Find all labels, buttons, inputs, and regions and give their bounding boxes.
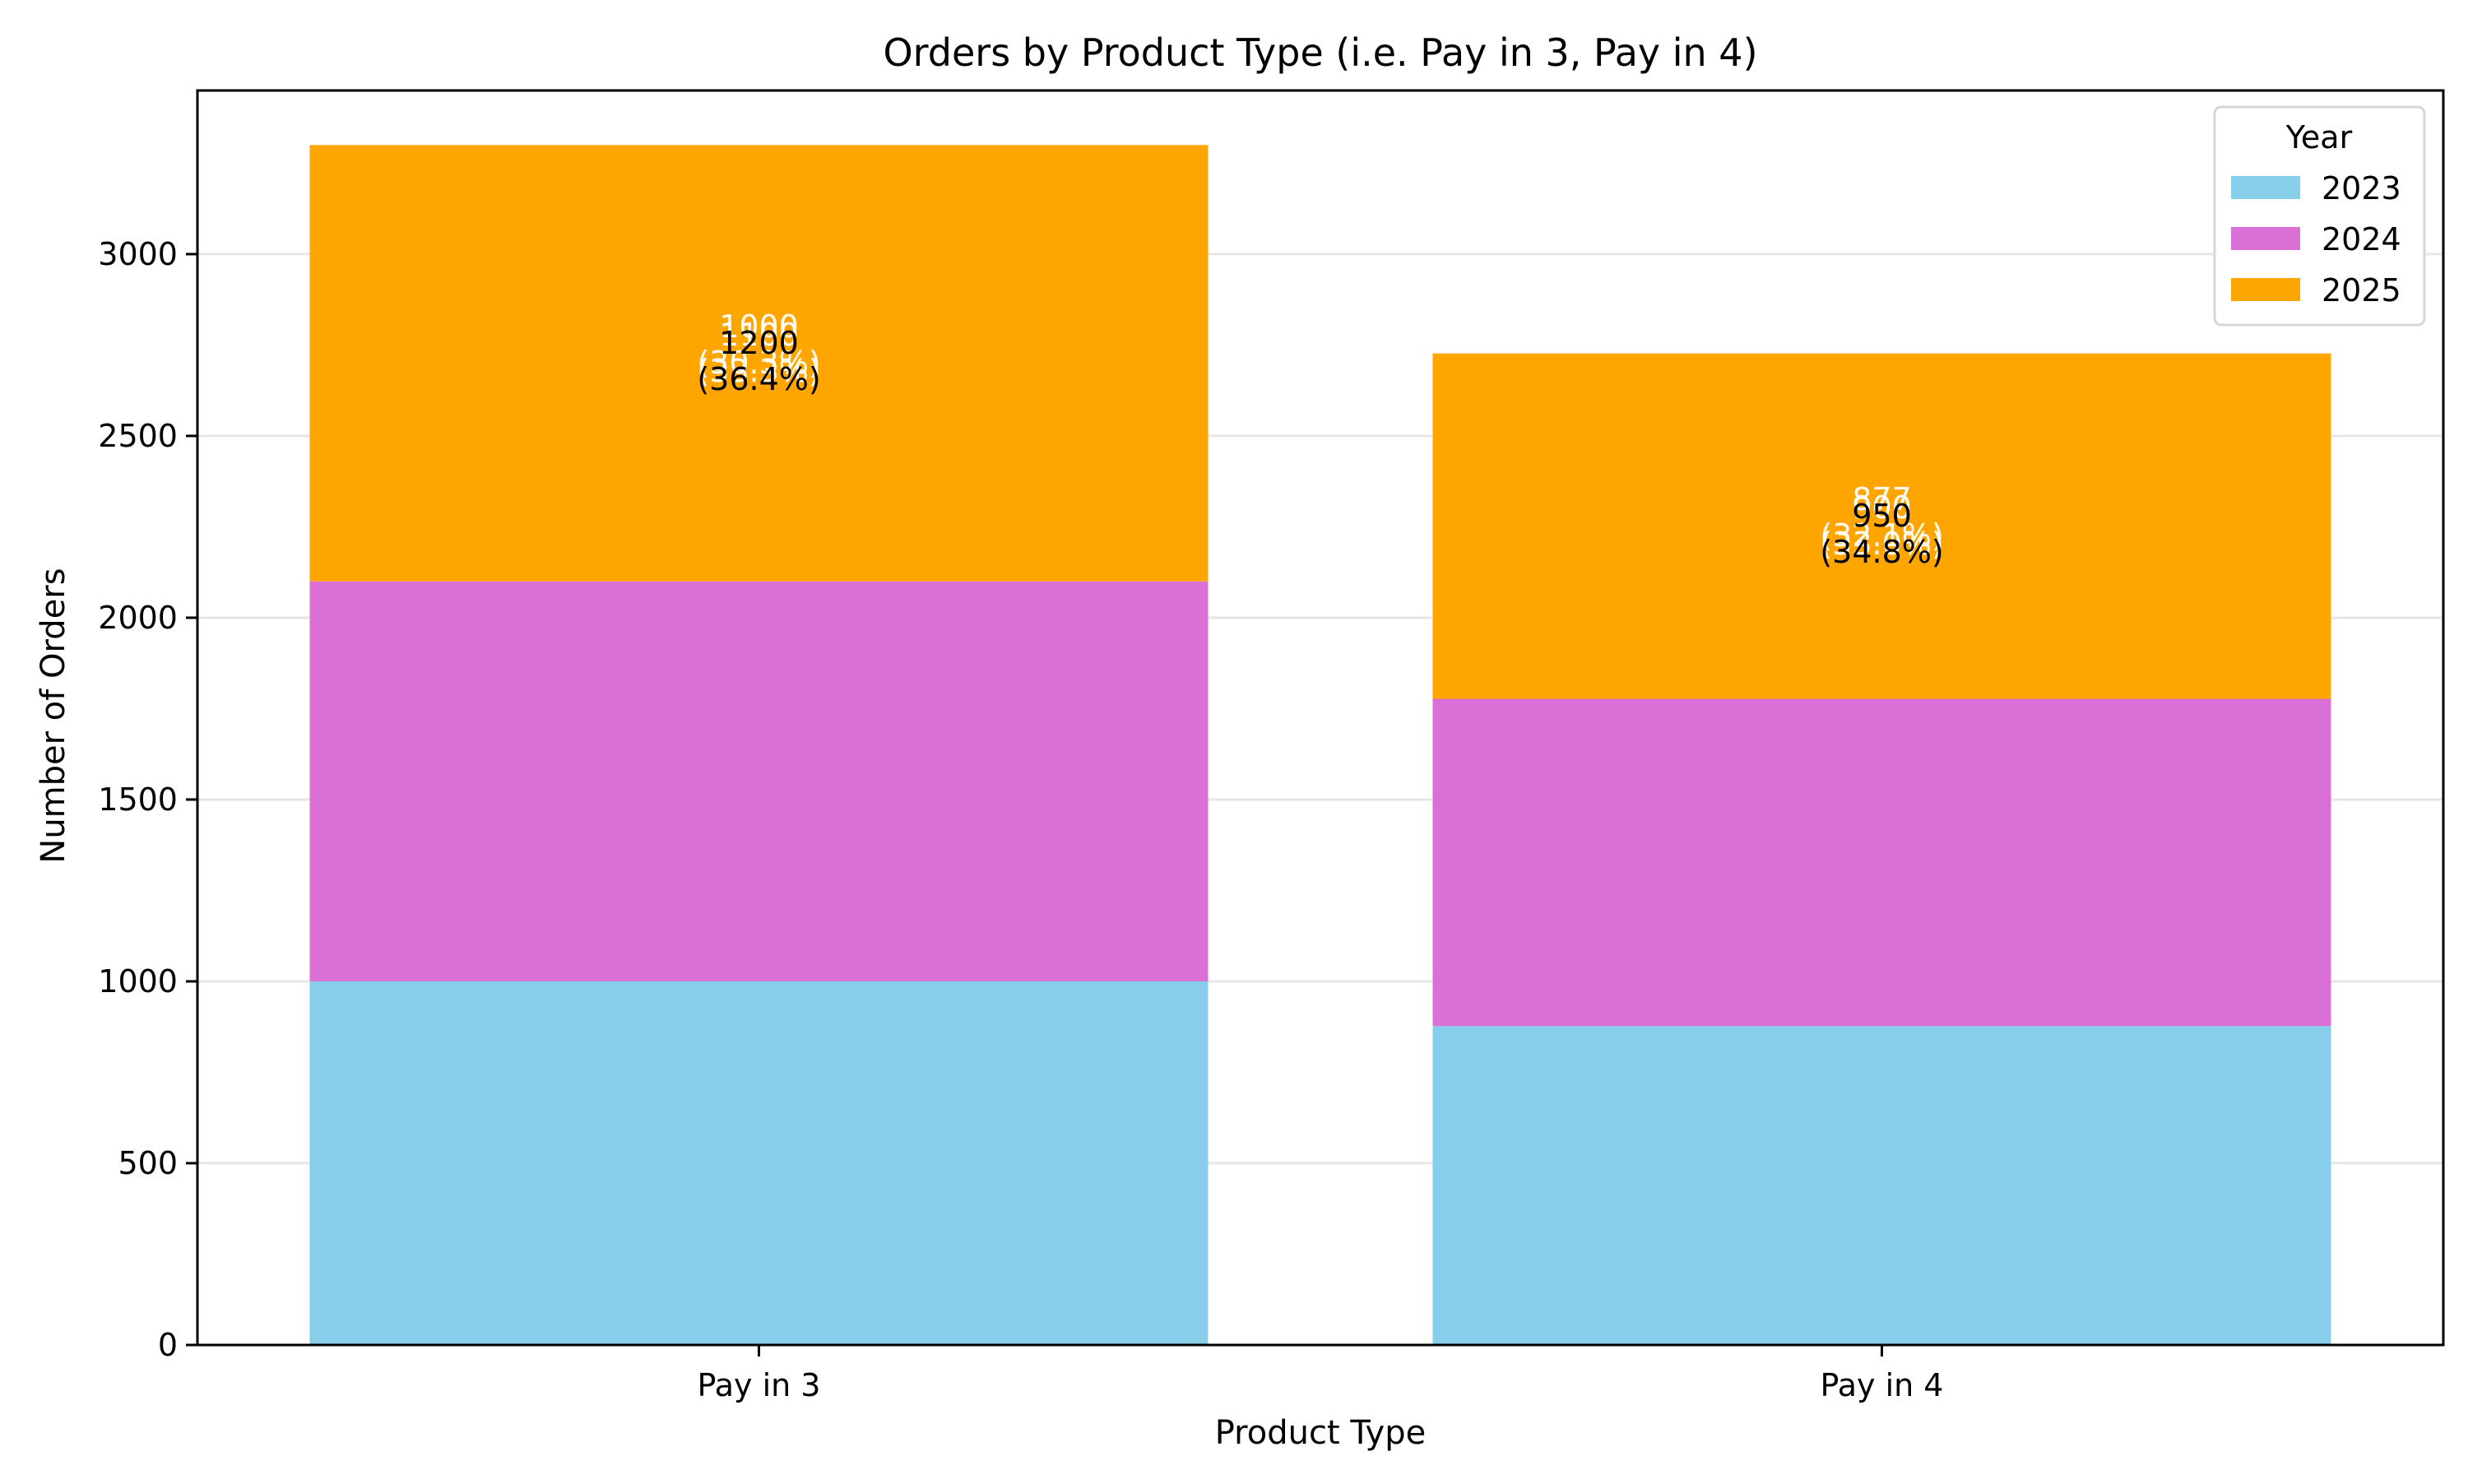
data-label: (34.8%)	[1820, 534, 1943, 570]
legend: Year 2023 2024 2025	[2213, 105, 2426, 327]
bar-segment-2024-pay-in-3	[309, 581, 1208, 981]
legend-frame	[2213, 105, 2426, 327]
data-label: 1200	[719, 325, 799, 361]
y-axis-label: Number of Orders	[35, 568, 72, 863]
data-label: (36.4%)	[697, 361, 820, 397]
legend-label-2024: 2024	[2322, 221, 2401, 257]
y-tick-label: 0	[158, 1327, 178, 1363]
y-tick-label: 2500	[98, 418, 178, 454]
plot-frame	[196, 89, 2445, 1347]
data-label: (33.3%)	[697, 353, 820, 389]
x-tick-label: Pay in 3	[698, 1367, 821, 1403]
axes-layer: 0 500 1000 1500 2000 2500 3000 Pay in 3 Pay in 4	[98, 89, 2445, 1403]
legend-swatch-2025	[2231, 278, 2300, 301]
y-tick-label: 3000	[98, 236, 178, 272]
y-tick-label: 500	[118, 1145, 178, 1181]
legend-label-2023: 2023	[2322, 170, 2401, 206]
legend-title: Year	[2285, 119, 2353, 155]
data-labels-layer: 1000(30.3%)1100(33.3%)1200(36.4%) 877(32.…	[697, 308, 1943, 570]
y-tick-label: 2000	[98, 600, 178, 636]
legend-swatch-2024	[2231, 227, 2300, 250]
bar-segment-2023-pay-in-3	[309, 981, 1208, 1345]
legend-swatch-2023	[2231, 176, 2300, 199]
x-tick-label: Pay in 4	[1821, 1367, 1944, 1403]
bar-segment-2025-pay-in-4	[1432, 353, 2331, 699]
x-axis-label: Product Type	[1215, 1414, 1426, 1452]
legend-items: 2023 2024 2025	[2231, 170, 2401, 308]
data-label: (33.0%)	[1820, 526, 1943, 562]
chart-title: Orders by Product Type (i.e. Pay in 3, P…	[883, 30, 1757, 75]
y-tick-label: 1000	[98, 963, 178, 999]
bar-segment-2023-pay-in-4	[1432, 1026, 2331, 1345]
bar-segment-2024-pay-in-4	[1432, 698, 2331, 1027]
data-label: 1000	[719, 308, 799, 345]
data-label: 900	[1852, 489, 1912, 526]
bars-layer	[309, 145, 2331, 1345]
data-label: 950	[1852, 498, 1912, 534]
y-tick-label: 1500	[98, 781, 178, 818]
data-label: (30.3%)	[697, 345, 820, 381]
legend-label-2025: 2025	[2322, 272, 2401, 308]
data-label: 1100	[719, 317, 799, 353]
data-label: 877	[1852, 481, 1912, 517]
data-label: (32.1%)	[1820, 517, 1943, 554]
bar-segment-2025-pay-in-3	[309, 145, 1208, 582]
